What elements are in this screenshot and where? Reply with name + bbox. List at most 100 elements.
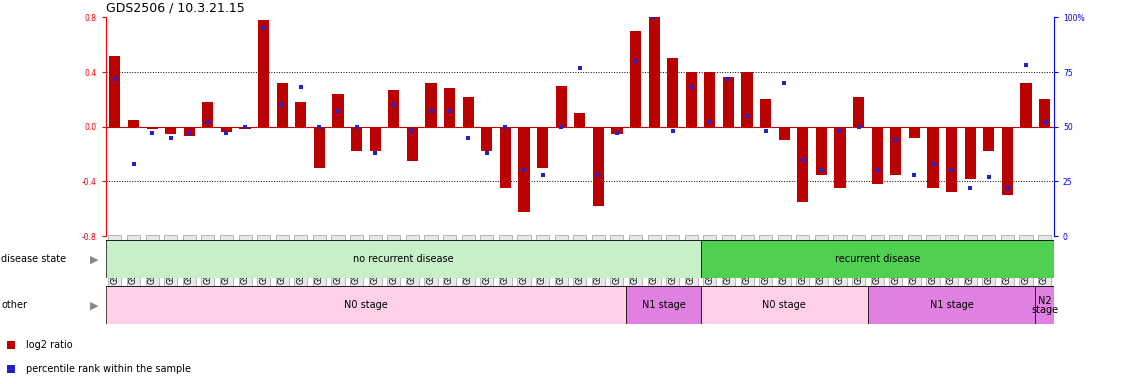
Point <box>106 76 124 82</box>
Bar <box>519 127 529 212</box>
Bar <box>370 127 381 151</box>
Bar <box>499 127 511 188</box>
Bar <box>106 286 626 324</box>
Bar <box>705 72 715 127</box>
Point <box>124 161 142 167</box>
Bar <box>481 127 492 151</box>
Bar <box>406 127 418 161</box>
Bar <box>685 72 697 127</box>
Text: N1 stage: N1 stage <box>642 300 685 310</box>
Point <box>142 130 161 136</box>
Bar <box>147 127 157 129</box>
Point <box>700 119 719 126</box>
Bar <box>1002 127 1013 195</box>
Point <box>979 174 998 180</box>
Bar <box>295 102 307 127</box>
Point <box>235 124 254 130</box>
Point <box>831 128 850 134</box>
Point <box>273 102 292 108</box>
Point <box>403 128 421 134</box>
Point <box>310 124 328 130</box>
Point <box>924 161 943 167</box>
Bar <box>983 127 994 151</box>
Text: no recurrent disease: no recurrent disease <box>352 254 453 264</box>
Bar <box>106 240 700 278</box>
Text: N0 stage: N0 stage <box>344 300 388 310</box>
Point <box>255 25 273 31</box>
Point <box>421 108 440 114</box>
Point <box>886 137 905 143</box>
Bar <box>1035 286 1054 324</box>
Point <box>961 185 979 191</box>
Bar <box>626 286 700 324</box>
Bar <box>964 127 976 179</box>
Text: percentile rank within the sample: percentile rank within the sample <box>25 364 191 374</box>
Text: disease state: disease state <box>1 254 67 264</box>
Bar <box>556 86 567 127</box>
Text: recurrent disease: recurrent disease <box>835 254 920 264</box>
Text: N2
stage: N2 stage <box>1031 296 1058 315</box>
Point <box>627 58 645 64</box>
Text: N0 stage: N0 stage <box>762 300 806 310</box>
Point <box>292 84 310 90</box>
Text: ▶: ▶ <box>91 300 99 310</box>
Point <box>366 150 385 156</box>
Bar <box>240 127 250 129</box>
Point <box>793 157 812 163</box>
Bar <box>835 127 846 188</box>
Point <box>382 2 401 8</box>
Bar <box>928 127 939 188</box>
Point <box>1035 119 1054 126</box>
Bar <box>537 127 548 168</box>
Bar <box>333 94 343 127</box>
Point <box>478 150 496 156</box>
Bar <box>871 127 883 184</box>
Bar <box>258 20 270 127</box>
Bar <box>109 56 121 127</box>
Bar <box>667 58 678 127</box>
Bar <box>868 286 1035 324</box>
Point <box>645 14 664 20</box>
Point <box>496 124 514 130</box>
Point <box>850 124 868 130</box>
Point <box>552 124 571 130</box>
Point <box>534 172 552 178</box>
Point <box>162 135 180 141</box>
Text: GDS2506 / 10.3.21.15: GDS2506 / 10.3.21.15 <box>106 2 245 15</box>
Bar <box>1021 83 1032 127</box>
Bar <box>816 127 827 175</box>
Point <box>757 128 775 134</box>
Bar <box>700 240 1054 278</box>
Point <box>328 108 347 114</box>
Point <box>514 167 533 174</box>
Point <box>664 128 682 134</box>
Bar <box>649 17 660 127</box>
Bar <box>184 127 195 136</box>
Bar <box>574 113 585 127</box>
Bar <box>760 99 771 127</box>
Point <box>459 135 478 141</box>
Bar <box>797 127 808 202</box>
Point <box>682 84 700 90</box>
Bar <box>630 31 641 127</box>
Bar <box>946 127 957 192</box>
Point <box>180 130 199 136</box>
Point <box>906 172 924 178</box>
Point <box>607 130 626 136</box>
Bar <box>778 127 790 141</box>
Point <box>385 102 403 108</box>
Bar <box>220 127 232 132</box>
Point <box>943 167 961 174</box>
Bar <box>444 88 455 127</box>
Text: log2 ratio: log2 ratio <box>25 340 72 350</box>
Point <box>720 76 738 82</box>
Point <box>217 130 235 136</box>
Bar <box>351 127 363 151</box>
Bar <box>592 127 604 206</box>
Bar <box>1039 99 1050 127</box>
Bar <box>313 127 325 168</box>
Bar <box>909 127 920 138</box>
Point <box>441 108 459 114</box>
Point <box>813 167 831 174</box>
Bar <box>127 120 139 127</box>
